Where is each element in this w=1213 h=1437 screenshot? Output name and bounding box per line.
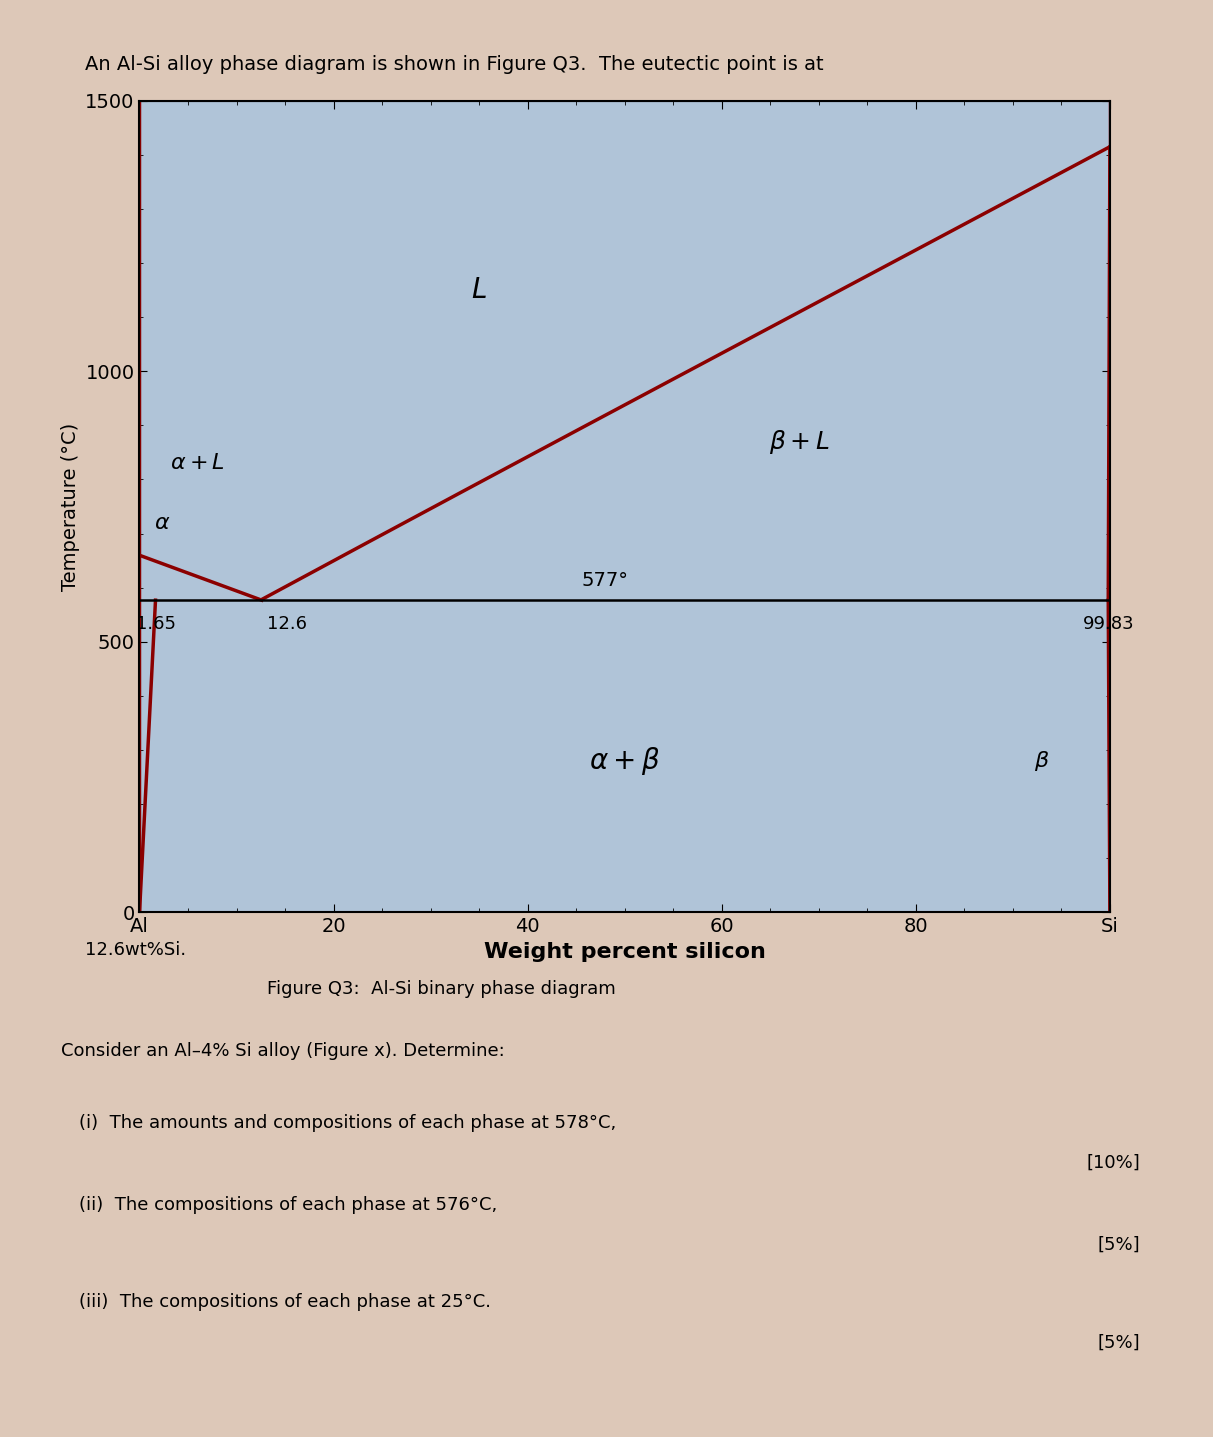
Text: $\alpha + L$: $\alpha + L$ (170, 453, 226, 473)
Text: $\alpha$: $\alpha$ (154, 513, 170, 533)
Text: 577°: 577° (582, 572, 628, 591)
Text: (i)  The amounts and compositions of each phase at 578°C,: (i) The amounts and compositions of each… (79, 1114, 616, 1132)
Text: An Al-Si alloy phase diagram is shown in Figure Q3.  The eutectic point is at: An Al-Si alloy phase diagram is shown in… (85, 55, 824, 73)
Text: $\alpha + \beta$: $\alpha + \beta$ (590, 744, 660, 777)
Text: Consider an Al–4% Si alloy (Figure x). Determine:: Consider an Al–4% Si alloy (Figure x). D… (61, 1042, 505, 1061)
Text: (iii)  The compositions of each phase at 25°C.: (iii) The compositions of each phase at … (79, 1293, 491, 1312)
Text: 99.83: 99.83 (1082, 615, 1134, 634)
Text: $L$: $L$ (471, 276, 488, 305)
Text: [5%]: [5%] (1098, 1334, 1140, 1352)
Text: $\beta$: $\beta$ (1035, 749, 1049, 773)
Text: 12.6wt%Si.: 12.6wt%Si. (85, 941, 186, 960)
Text: 12.6: 12.6 (267, 615, 307, 634)
Text: [10%]: [10%] (1087, 1154, 1140, 1173)
Text: [5%]: [5%] (1098, 1236, 1140, 1255)
Y-axis label: Temperature (°C): Temperature (°C) (61, 422, 80, 591)
Text: 1.65: 1.65 (136, 615, 176, 634)
Text: $\beta + L$: $\beta + L$ (769, 428, 830, 456)
Text: Figure Q3:  Al-Si binary phase diagram: Figure Q3: Al-Si binary phase diagram (267, 980, 616, 999)
X-axis label: Weight percent silicon: Weight percent silicon (484, 941, 765, 961)
Text: (ii)  The compositions of each phase at 576°C,: (ii) The compositions of each phase at 5… (79, 1196, 497, 1214)
